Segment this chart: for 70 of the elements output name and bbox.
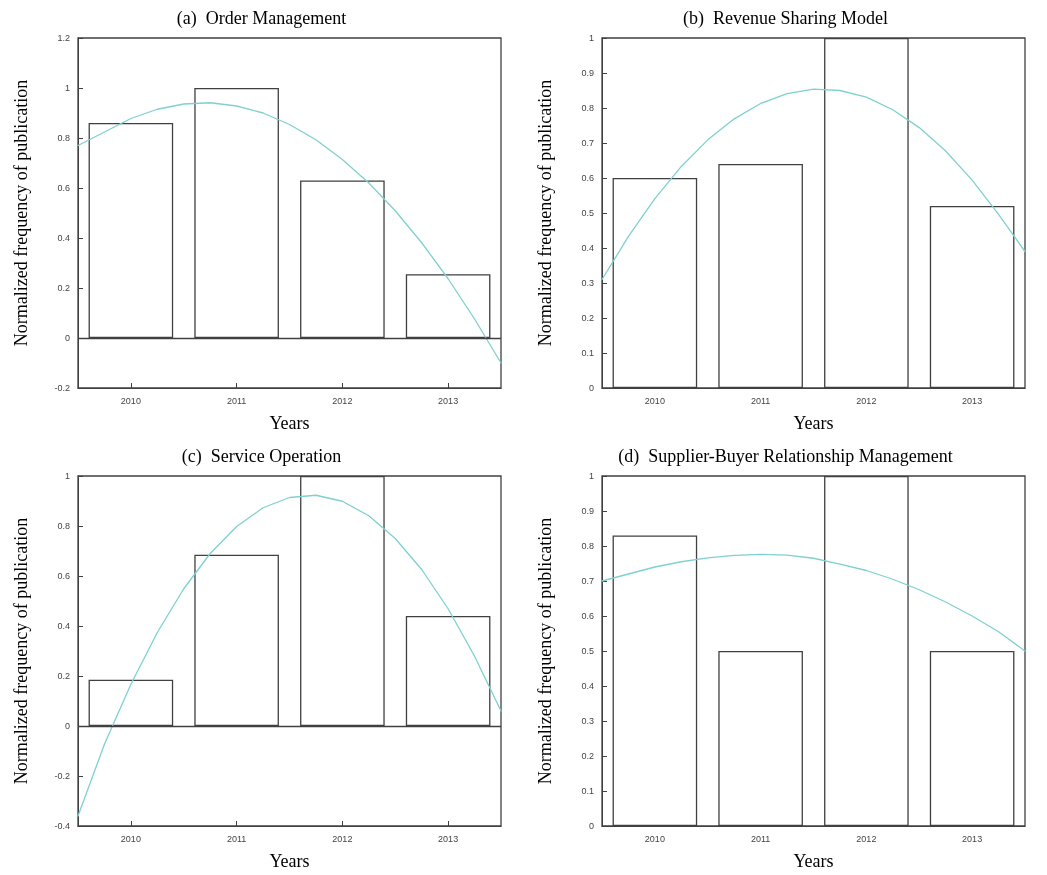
x-tick-label: 2010: [120, 833, 141, 844]
chart-title: (d) Supplier-Buyer Relationship Management: [618, 446, 953, 467]
y-tick-label: 0.9: [581, 68, 594, 78]
y-tick-label: 0.2: [581, 313, 594, 323]
x-tick-label: 2011: [750, 833, 771, 844]
y-tick-label: 0.6: [581, 611, 594, 621]
y-tick-label: 0: [588, 383, 594, 393]
y-tick-label: 0.1: [581, 786, 594, 796]
y-tick-label: 0.8: [581, 103, 594, 113]
y-tick-label: 0.4: [581, 243, 594, 253]
y-tick-label: 0.2: [57, 671, 70, 681]
y-tick-label: 0.7: [581, 576, 594, 586]
chart-title: (a) Order Management: [176, 8, 347, 29]
x-tick-label: 2011: [226, 833, 247, 844]
x-tick-label: 2011: [226, 395, 247, 406]
x-axis-title: Years: [269, 851, 310, 871]
y-axis-title: Normalized frequency of publication: [535, 79, 555, 347]
x-axis-title: Years: [793, 851, 834, 871]
y-tick-label: 0: [588, 821, 594, 831]
y-axis-title: Normalized frequency of publication: [535, 517, 555, 785]
y-tick-label: 0.4: [57, 621, 70, 631]
y-tick-label: 1: [64, 83, 70, 93]
x-tick-label: 2012: [332, 395, 353, 406]
y-tick-label: 0.2: [581, 751, 594, 761]
x-tick-label: 2013: [438, 395, 459, 406]
line-series: [601, 88, 1026, 281]
y-tick-label: 1: [64, 471, 70, 481]
line-series: [77, 494, 502, 817]
y-tick-label: -0.4: [54, 821, 70, 831]
y-tick-label: 0.9: [581, 506, 594, 516]
y-tick-label: 1: [588, 33, 594, 43]
x-tick-label: 2012: [856, 833, 877, 844]
x-tick-label: 2013: [438, 833, 459, 844]
line-series: [601, 553, 1026, 652]
y-tick-label: 0.6: [57, 571, 70, 581]
y-tick-label: 0.6: [581, 173, 594, 183]
y-tick-label: 0.7: [581, 138, 594, 148]
y-tick-label: -0.2: [54, 383, 70, 393]
x-tick-label: 2012: [332, 833, 353, 844]
x-tick-label: 2010: [120, 395, 141, 406]
y-axis-title: Normalized frequency of publication: [11, 79, 31, 347]
x-axis-title: Years: [793, 413, 834, 433]
y-tick-label: 1: [588, 471, 594, 481]
y-tick-label: 1.2: [57, 33, 70, 43]
x-axis-title: Years: [269, 413, 310, 433]
y-tick-label: 0.4: [581, 681, 594, 691]
chart-title: (c) Service Operation: [181, 446, 342, 467]
y-tick-label: 0.8: [57, 521, 70, 531]
y-tick-label: 0.8: [57, 133, 70, 143]
chart-title: (b) Revenue Sharing Model: [683, 8, 888, 29]
y-tick-label: 0.5: [581, 208, 594, 218]
y-tick-label: 0: [64, 333, 70, 343]
x-tick-label: 2010: [644, 395, 665, 406]
y-tick-label: 0.1: [581, 348, 594, 358]
y-tick-label: -0.2: [54, 771, 70, 781]
x-tick-label: 2013: [962, 833, 983, 844]
x-tick-label: 2013: [962, 395, 983, 406]
y-tick-label: 0.4: [57, 233, 70, 243]
y-tick-label: 0: [64, 721, 70, 731]
x-tick-label: 2011: [750, 395, 771, 406]
y-tick-label: 0.3: [581, 278, 594, 288]
y-tick-label: 0.8: [581, 541, 594, 551]
y-axis-title: Normalized frequency of publication: [11, 517, 31, 785]
x-tick-label: 2012: [856, 395, 877, 406]
y-tick-label: 0.6: [57, 183, 70, 193]
x-tick-label: 2010: [644, 833, 665, 844]
line-series: [77, 102, 502, 364]
y-tick-label: 0.5: [581, 646, 594, 656]
y-tick-label: 0.3: [581, 716, 594, 726]
y-tick-label: 0.2: [57, 283, 70, 293]
